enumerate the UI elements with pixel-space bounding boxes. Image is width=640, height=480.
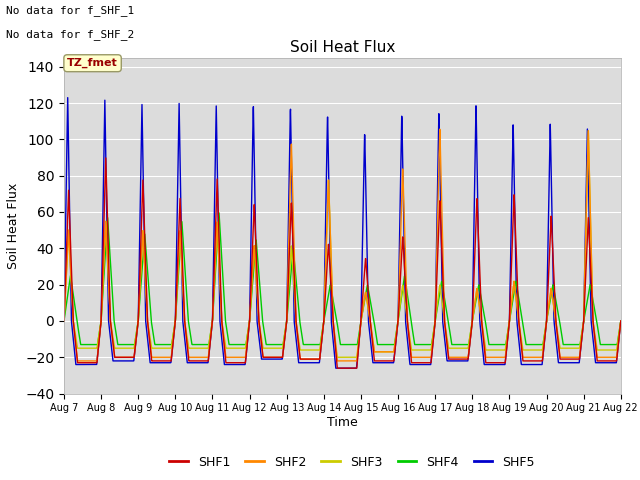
Legend: SHF1, SHF2, SHF3, SHF4, SHF5: SHF1, SHF2, SHF3, SHF4, SHF5 (164, 451, 540, 474)
Text: No data for f_SHF_2: No data for f_SHF_2 (6, 29, 134, 40)
Title: Soil Heat Flux: Soil Heat Flux (290, 40, 395, 55)
Y-axis label: Soil Heat Flux: Soil Heat Flux (6, 182, 20, 269)
Text: No data for f_SHF_1: No data for f_SHF_1 (6, 5, 134, 16)
Text: TZ_fmet: TZ_fmet (67, 58, 118, 68)
X-axis label: Time: Time (327, 416, 358, 429)
